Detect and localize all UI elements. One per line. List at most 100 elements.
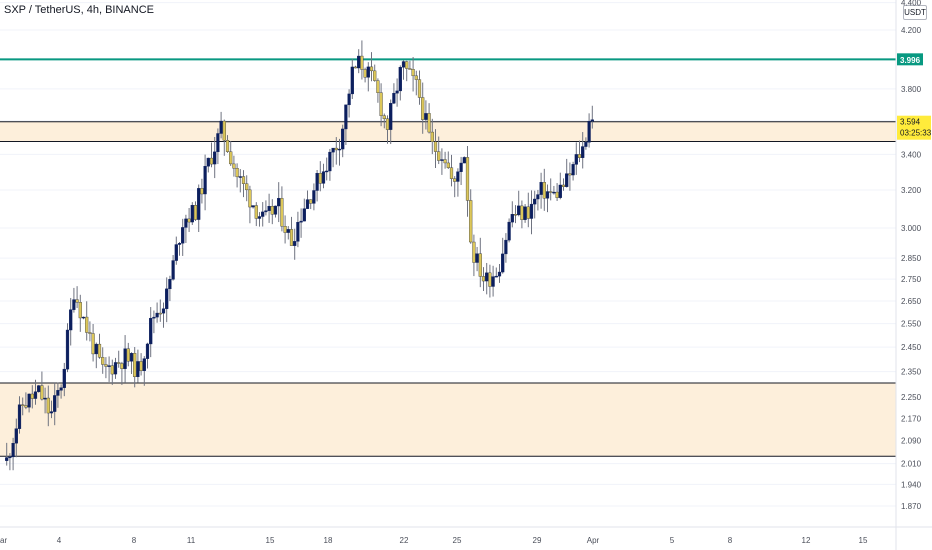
x-tick-label: Apr — [587, 536, 600, 545]
candle — [59, 384, 63, 399]
candle — [529, 190, 534, 235]
candle-body — [341, 128, 345, 150]
candle-body — [85, 316, 89, 333]
candle — [37, 384, 41, 393]
chart-title: SXP / TetherUS, 4h, BINANCE — [4, 4, 154, 16]
candle — [497, 263, 502, 283]
candle-body — [133, 353, 137, 378]
x-tick-label: 22 — [400, 536, 409, 545]
candle-body — [165, 288, 169, 309]
candle-body — [369, 66, 374, 72]
candle — [555, 183, 559, 202]
candle-body — [168, 279, 172, 290]
candle-body — [104, 364, 108, 367]
candle-body — [238, 176, 242, 178]
currency-unit-badge[interactable]: USDT — [903, 5, 927, 20]
candle — [155, 302, 159, 323]
candle-body — [261, 211, 265, 217]
candle-body — [389, 103, 393, 130]
candle — [321, 163, 326, 189]
x-tick-label: 15 — [859, 536, 868, 545]
candle-body — [225, 140, 230, 152]
candle — [168, 275, 172, 302]
candle-body — [296, 221, 300, 242]
candle — [325, 157, 329, 181]
candle — [459, 156, 463, 186]
candle — [171, 255, 175, 281]
candle-body — [315, 173, 319, 191]
candle — [360, 40, 364, 80]
current-price-label-bg — [897, 115, 931, 140]
candle-body — [152, 316, 156, 319]
candle — [277, 182, 281, 223]
candle — [161, 302, 166, 328]
candle — [491, 265, 495, 297]
candle — [565, 158, 569, 188]
candle-body — [136, 361, 140, 378]
candle-body — [206, 157, 210, 167]
candle-body — [37, 385, 41, 392]
candle-body — [373, 70, 377, 81]
candle-body — [456, 171, 460, 182]
candle-body — [411, 69, 415, 77]
candle-body — [174, 244, 178, 261]
candle — [437, 136, 441, 165]
y-tick-label: 2.250 — [901, 393, 922, 402]
candle — [545, 184, 550, 213]
candle — [590, 105, 594, 129]
candle-body — [69, 309, 73, 331]
candle-body — [229, 151, 233, 165]
candle — [101, 347, 105, 374]
candle — [501, 237, 505, 274]
candle — [225, 135, 230, 153]
candle — [465, 146, 470, 217]
candle — [526, 192, 530, 228]
candle — [174, 236, 178, 265]
candle-body — [401, 61, 406, 68]
candle — [133, 347, 137, 388]
candle-body — [305, 199, 310, 209]
x-tick-label: 4 — [57, 536, 62, 545]
candle — [577, 140, 582, 163]
candle-body — [417, 79, 422, 98]
candle-body — [488, 272, 492, 287]
candle-body — [523, 206, 527, 220]
candle — [481, 267, 486, 291]
current-price-value: 3.594 — [900, 118, 921, 127]
candle — [139, 353, 143, 376]
candle — [264, 200, 268, 216]
candle — [389, 99, 393, 145]
candle-body — [510, 214, 514, 223]
candle-body — [309, 199, 313, 204]
candle-body — [110, 365, 114, 375]
candle-body — [59, 387, 63, 391]
candle-body — [577, 154, 582, 158]
candle — [414, 70, 418, 96]
candle — [443, 151, 447, 169]
candle-body — [193, 205, 198, 220]
candle — [568, 162, 572, 191]
candle — [472, 234, 476, 277]
candle-body — [46, 397, 50, 414]
candle — [110, 359, 114, 385]
candle — [120, 361, 124, 385]
candle-body — [414, 75, 418, 80]
y-tick-label: 3.800 — [901, 85, 922, 94]
candle-body — [446, 162, 450, 168]
candle-body — [357, 55, 361, 69]
candle-body — [14, 428, 18, 444]
candle-body — [590, 119, 594, 122]
candle — [334, 137, 338, 165]
candle — [382, 113, 386, 129]
candle-body — [241, 176, 246, 184]
candle — [129, 352, 134, 374]
candle-body — [270, 206, 274, 215]
candle-body — [142, 358, 146, 371]
candle-body — [574, 154, 578, 165]
candle-body — [43, 397, 47, 400]
candle — [392, 83, 396, 105]
candle — [341, 124, 345, 158]
candle-body — [27, 393, 31, 408]
candle-body — [555, 191, 559, 198]
candle — [513, 205, 518, 224]
